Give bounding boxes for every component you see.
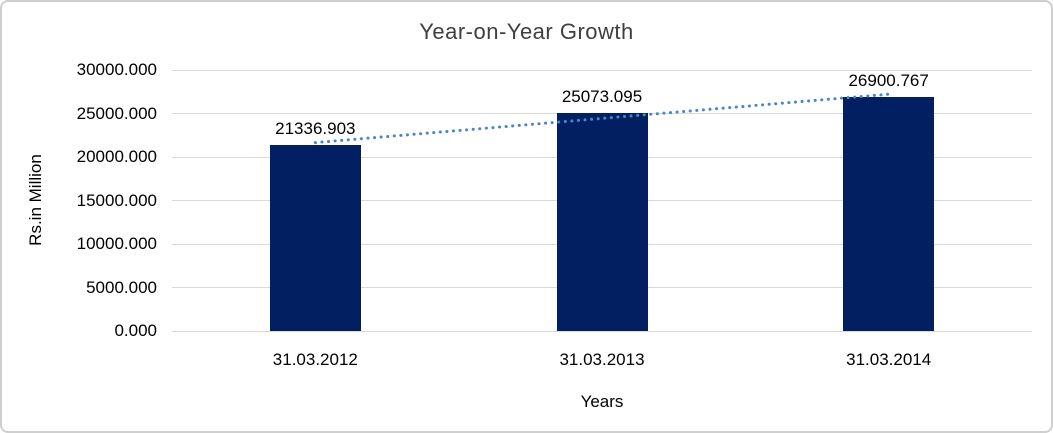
bar — [269, 145, 361, 331]
x-axis-title: Years — [580, 392, 624, 411]
bar — [843, 96, 935, 331]
gridline — [172, 330, 1032, 332]
bar — [556, 112, 648, 331]
y-tick-label: 10000.000 — [76, 234, 157, 253]
y-tick-label: 25000.000 — [76, 103, 157, 123]
y-tick-label: 30000.000 — [76, 60, 157, 79]
chart-title: Year-on-Year Growth — [419, 19, 634, 44]
bar-value-label: 25073.095 — [561, 86, 643, 106]
y-tick-label: 0.000 — [114, 321, 157, 340]
bar-value-label: 26900.767 — [848, 70, 929, 90]
category-label: 31.03.2013 — [559, 350, 645, 369]
category-label: 31.03.2012 — [272, 350, 358, 369]
category-label: 31.03.2014 — [846, 350, 932, 369]
y-tick-label: 15000.000 — [76, 190, 157, 210]
y-tick-label: 20000.000 — [76, 147, 157, 166]
bar-value-label: 21336.903 — [275, 119, 356, 139]
gridline — [172, 69, 1032, 71]
y-tick-label: 5000.000 — [86, 277, 157, 297]
